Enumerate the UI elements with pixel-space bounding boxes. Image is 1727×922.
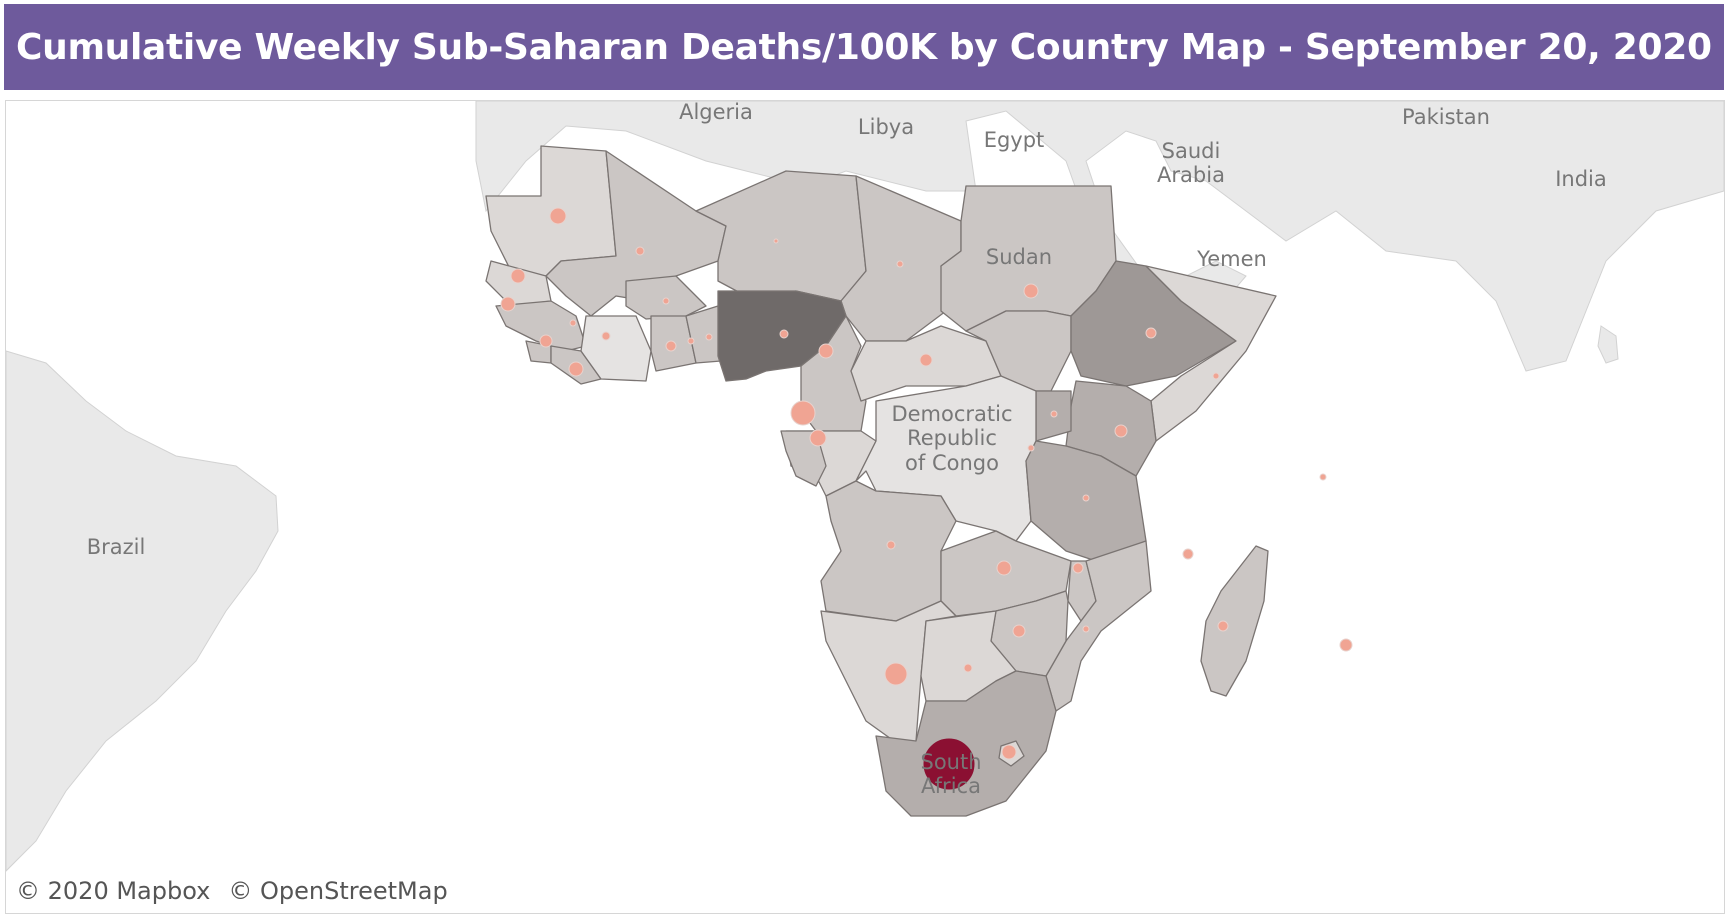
bubble-benin[interactable] — [705, 333, 713, 341]
south-america-landmass — [6, 350, 279, 872]
bubble-botswana[interactable] — [963, 663, 973, 673]
bubble-liberia[interactable] — [568, 361, 584, 377]
bubble-niger[interactable] — [773, 238, 779, 244]
country-mozambique[interactable] — [1045, 540, 1152, 712]
bubble-chad[interactable] — [896, 260, 904, 268]
label-sudan: Sudan — [986, 245, 1052, 269]
bubble-uganda[interactable] — [1050, 410, 1058, 418]
bubble-ethiopia[interactable] — [1145, 327, 1157, 339]
label-saudi-1: Saudi — [1162, 139, 1221, 163]
bubble-gambia[interactable] — [500, 296, 516, 312]
bubble-seychelles[interactable] — [1319, 473, 1327, 481]
map-labels: Algeria Libya Egypt Saudi Arabia Pakista… — [87, 101, 1607, 798]
bubble-mauritania[interactable] — [549, 207, 567, 225]
bubble-kenya[interactable] — [1114, 424, 1128, 438]
title-bar: Cumulative Weekly Sub-Saharan Deaths/100… — [4, 4, 1724, 90]
bubble-madagascar[interactable] — [1217, 620, 1229, 632]
bubble-rwanda[interactable] — [1027, 444, 1035, 452]
label-india: India — [1555, 167, 1607, 191]
label-pakistan: Pakistan — [1402, 105, 1490, 129]
label-saudi-2: Arabia — [1157, 163, 1225, 187]
bubble-angola[interactable] — [886, 540, 896, 550]
map-attribution: © 2020 Mapbox © OpenStreetMap — [16, 877, 448, 905]
bubble-ivory-coast[interactable] — [601, 331, 611, 341]
country-south-sudan[interactable] — [965, 310, 1072, 392]
bubble-mozambique[interactable] — [1082, 625, 1090, 633]
country-south-africa[interactable] — [875, 670, 1057, 817]
label-drc-2: Republic — [907, 426, 997, 450]
map-canvas[interactable]: Algeria Libya Egypt Saudi Arabia Pakista… — [6, 101, 1724, 913]
africa-countries — [485, 145, 1277, 817]
country-angola[interactable] — [820, 480, 957, 622]
page-title: Cumulative Weekly Sub-Saharan Deaths/100… — [16, 26, 1712, 68]
label-algeria: Algeria — [679, 101, 753, 124]
label-drc-1: Democratic — [891, 402, 1012, 426]
bubble-senegal[interactable] — [510, 268, 526, 284]
label-brazil: Brazil — [87, 535, 146, 559]
bubble-ghana[interactable] — [665, 340, 677, 352]
bubble-mauritius[interactable] — [1339, 638, 1353, 652]
bubble-eq-guinea[interactable] — [790, 400, 816, 426]
label-libya: Libya — [858, 115, 914, 139]
label-egypt: Egypt — [984, 128, 1045, 152]
bubble-eswatini[interactable] — [1001, 744, 1017, 760]
country-ivory-coast[interactable] — [580, 315, 652, 382]
bubble-somalia[interactable] — [1212, 372, 1220, 380]
bubble-zimbabwe[interactable] — [1012, 624, 1026, 638]
country-guinea[interactable] — [495, 300, 587, 352]
bubble-togo[interactable] — [687, 337, 695, 345]
bubble-tanzania[interactable] — [1082, 494, 1090, 502]
bubble-cameroon[interactable] — [818, 343, 834, 359]
bubble-namibia[interactable] — [884, 662, 908, 686]
bubble-gabon[interactable] — [809, 429, 827, 447]
bubble-guinea-bissau[interactable] — [539, 334, 553, 348]
bubble-south-africa[interactable] — [923, 738, 975, 790]
map-view[interactable]: Algeria Libya Egypt Saudi Arabia Pakista… — [5, 100, 1725, 914]
bubble-burkina-faso[interactable] — [662, 297, 670, 305]
bubble-sudan[interactable] — [1023, 283, 1039, 299]
label-drc-3: of Congo — [905, 451, 999, 475]
bubble-guinea[interactable] — [569, 319, 577, 327]
bubble-mali[interactable] — [635, 246, 645, 256]
country-madagascar[interactable] — [1200, 545, 1269, 697]
label-yemen: Yemen — [1196, 247, 1267, 271]
bubble-nigeria[interactable] — [779, 329, 789, 339]
mapbox-attribution-link[interactable]: © 2020 Mapbox — [16, 877, 211, 905]
bubble-layer — [500, 207, 1353, 790]
bubble-comoros[interactable] — [1182, 548, 1194, 560]
osm-attribution-link[interactable]: © OpenStreetMap — [228, 877, 448, 905]
label-south-africa-2: Africa — [921, 774, 981, 798]
label-south-africa-1: South — [920, 750, 981, 774]
bubble-malawi[interactable] — [1072, 562, 1084, 574]
bubble-car[interactable] — [919, 353, 933, 367]
sri-lanka-landmass — [1597, 325, 1619, 364]
bubble-zambia[interactable] — [996, 560, 1012, 576]
